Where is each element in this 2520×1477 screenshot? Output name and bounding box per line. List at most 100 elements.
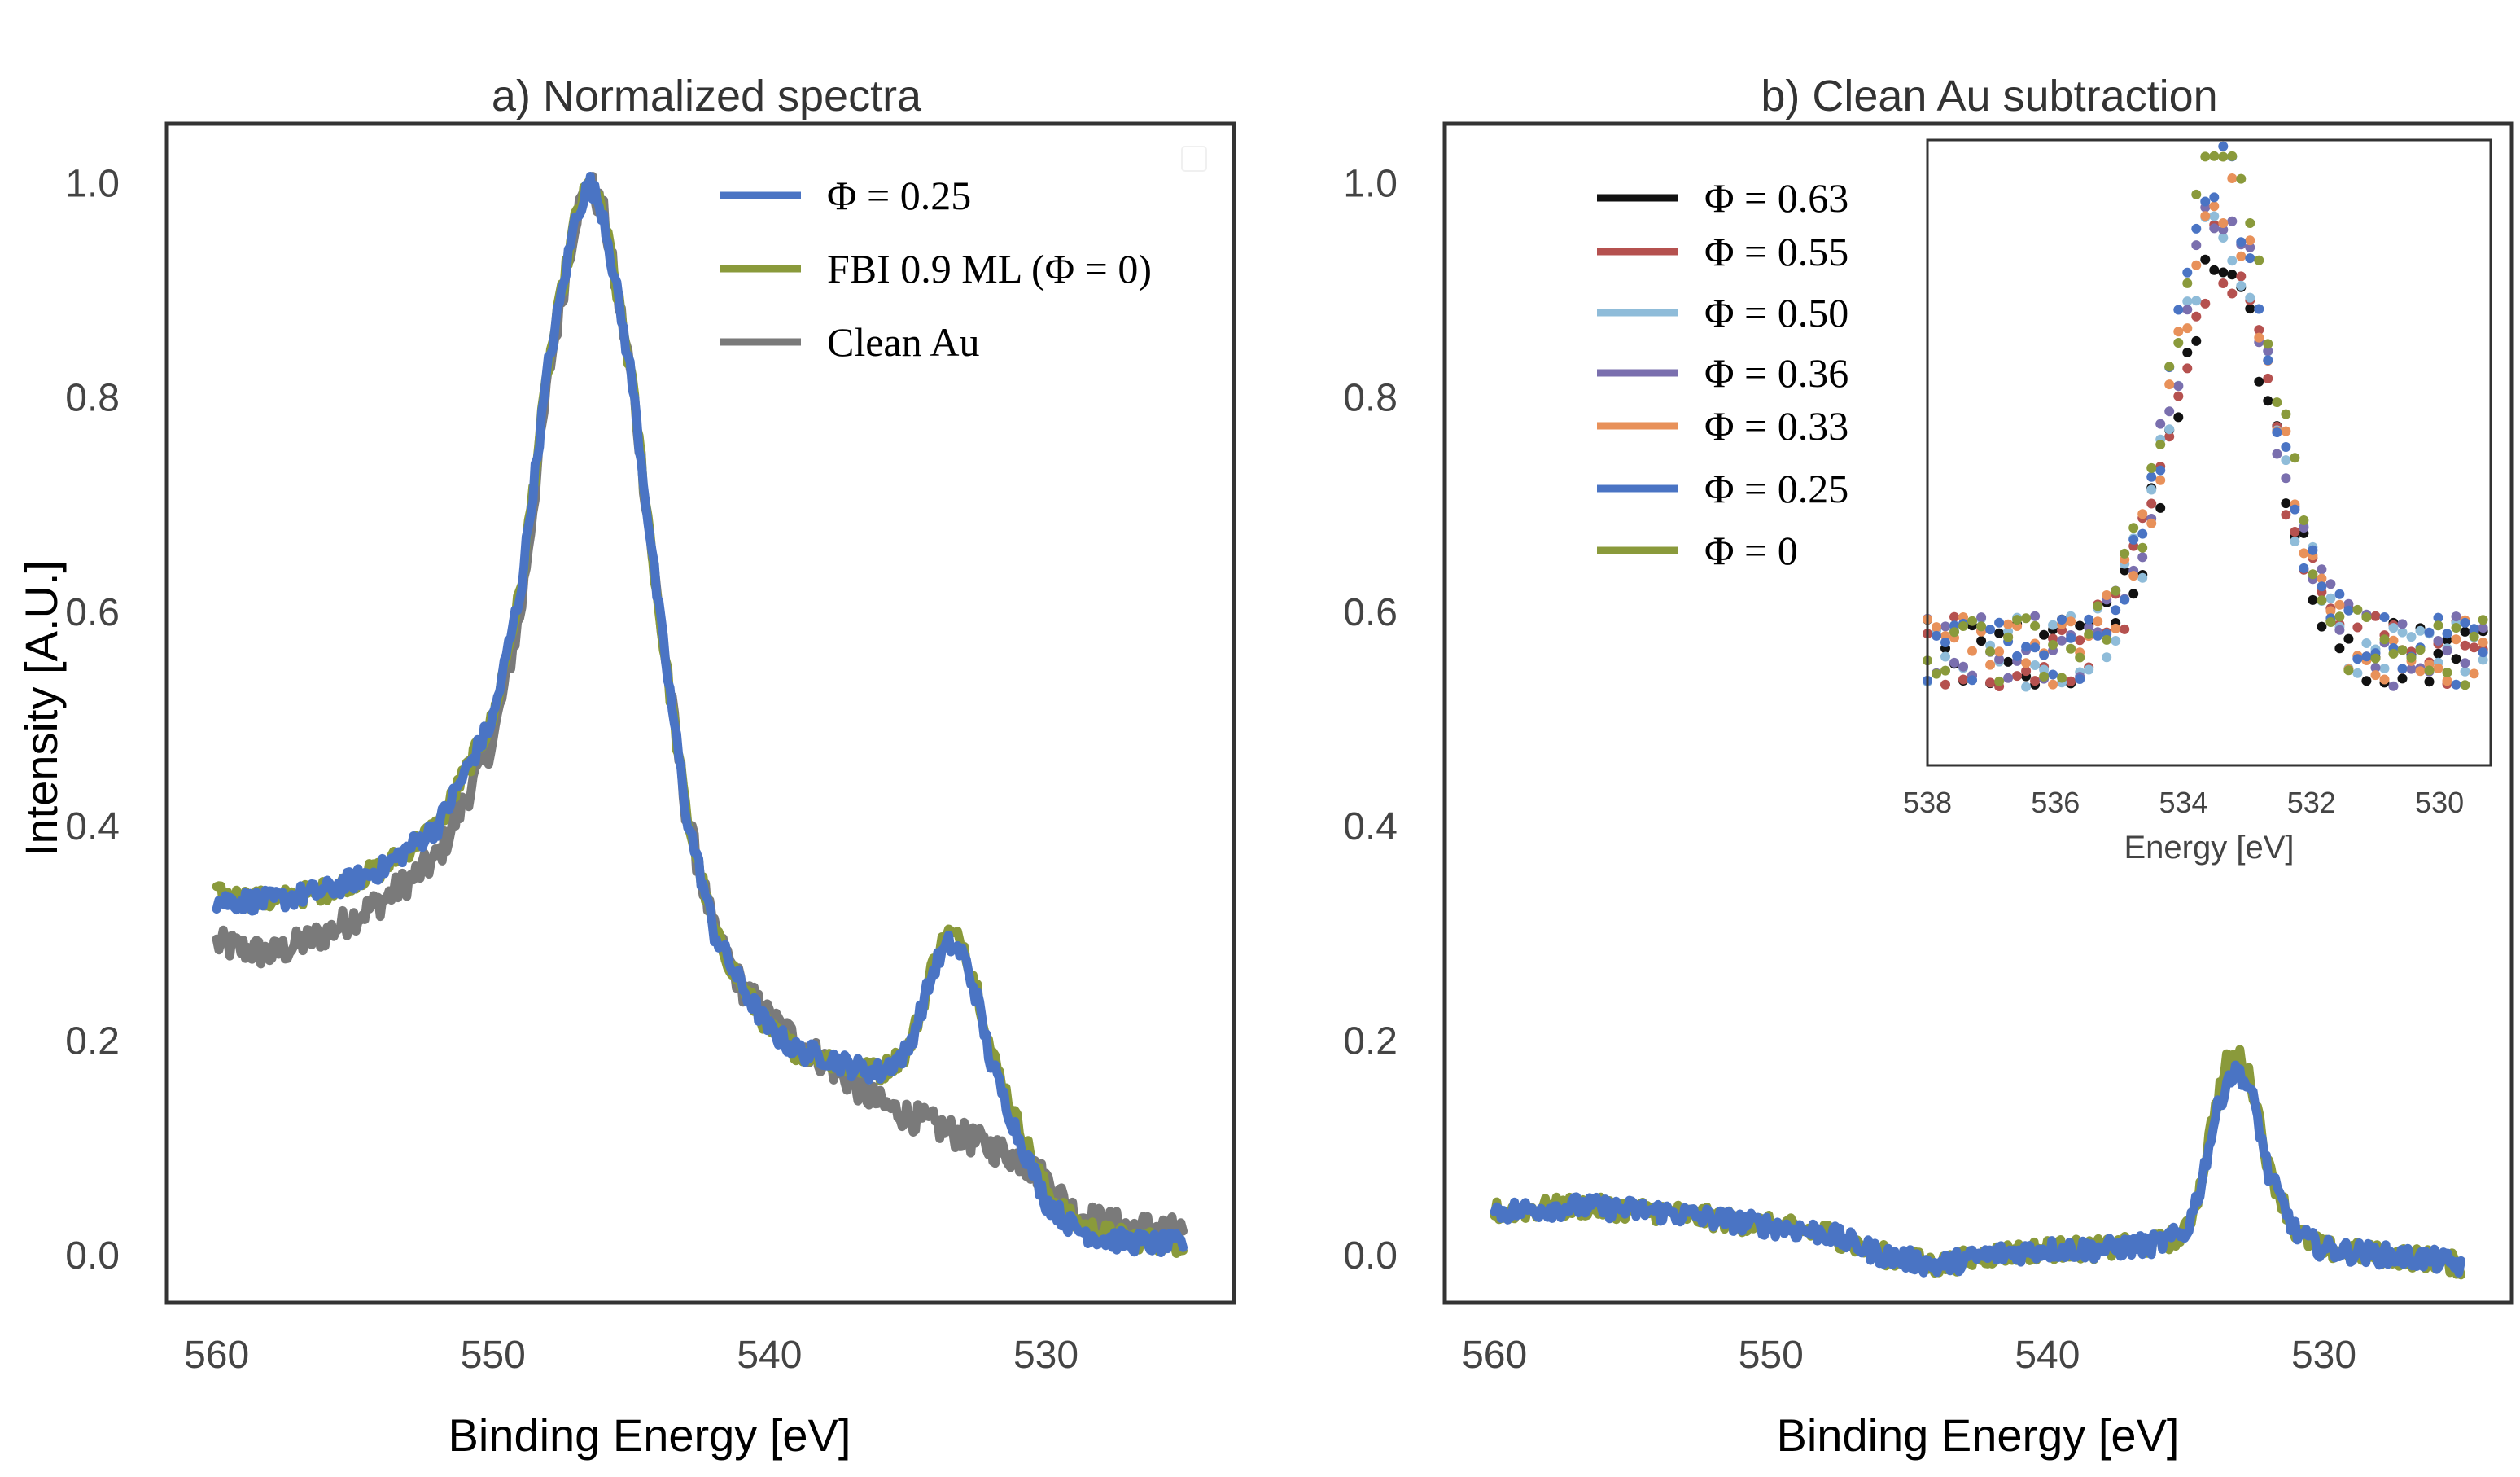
inset-point-0-50 [2379, 664, 2390, 673]
y-tick-label: 0.2 [65, 1019, 120, 1063]
inset-point-0-63 [2182, 348, 2193, 357]
panel-b-y-ticks: 0.0 0.2 0.4 0.6 0.8 1.0 [1343, 162, 1398, 1277]
inset-point-0-63 [2281, 498, 2291, 509]
inset-point-0-33 [2111, 623, 2121, 633]
inset-point-0-36 [2460, 658, 2470, 668]
inset-point-0-55 [2146, 498, 2157, 509]
inset-point-0-55 [2290, 527, 2300, 537]
inset-point-0-36 [2451, 611, 2461, 622]
inset-point-0-33 [2334, 599, 2345, 610]
legend-label-0-55: Φ = 0.55 [1704, 229, 1848, 274]
inset-point-0-33 [1932, 622, 1941, 633]
panel-a-legend: Φ = 0.25 FBI 0.9 ML (Φ = 0) Clean Au [720, 146, 1207, 365]
inset-point-0-55 [2200, 298, 2211, 309]
inset-point-0-25 [2191, 223, 2202, 234]
inset-point-0-33 [1985, 660, 1996, 670]
inset-point-0 [2191, 189, 2202, 199]
inset-point-0-33 [2048, 679, 2058, 690]
inset-point-0-63 [2075, 620, 2085, 631]
x-tick-label: 550 [1739, 1334, 1804, 1377]
inset-point-0 [2057, 673, 2067, 683]
inset-point-0-25 [2209, 192, 2220, 203]
inset-point-0 [2182, 278, 2193, 288]
inset-point-0-55 [2191, 311, 2202, 322]
inset-point-0-33 [2245, 235, 2255, 246]
inset-point-0-25 [2137, 528, 2148, 539]
inset-point-0 [2424, 665, 2435, 676]
inset-point-0-55 [2164, 432, 2175, 442]
inset-point-0-25 [2254, 304, 2264, 314]
inset-point-0-63 [1976, 636, 1987, 646]
inset-point-0 [2433, 620, 2443, 631]
inset-point-0-36 [2191, 240, 2202, 251]
inset-point-0-36 [2137, 552, 2148, 563]
inset-point-0-33 [2173, 327, 2184, 337]
inset-point-0-36 [2182, 305, 2193, 315]
inset-point-0 [2478, 615, 2488, 625]
panel-a-x-ticks: 560 550 540 530 [184, 1334, 1078, 1377]
y-tick-label: 0.8 [1343, 377, 1398, 420]
inset-point-0-25 [1985, 625, 1996, 635]
inset-point-0-55 [2227, 288, 2238, 299]
inset-point-0-63 [2191, 335, 2202, 346]
inset-point-0-63 [2218, 267, 2229, 278]
inset-point-0-36 [2173, 381, 2184, 392]
inset-point-0-25 [2334, 589, 2345, 599]
x-tick-label: 560 [1462, 1334, 1527, 1377]
inset-point-0-55 [1940, 679, 1950, 690]
inset-point-0-36 [1994, 654, 2005, 664]
inset-point-0 [2451, 623, 2461, 633]
y-tick-label: 0.2 [1343, 1019, 1398, 1063]
inset-point-0 [2415, 645, 2426, 655]
inset-point-0 [2218, 151, 2229, 162]
inset-x-tick-label: 538 [1903, 786, 1952, 819]
inset-point-0 [2379, 634, 2390, 645]
panel-a-frame [164, 121, 1236, 1305]
inset-point-0-25 [2281, 442, 2291, 452]
inset-point-0-25 [2299, 563, 2309, 573]
inset-point-0 [2173, 338, 2184, 348]
inset-x-ticks: 538 536 534 532 530 [1903, 786, 2464, 819]
inset-point-0 [2111, 585, 2121, 596]
inset-point-0 [2460, 680, 2470, 690]
inset-point-0-63 [2460, 626, 2470, 637]
panel-a-y-label: Intensity [A.U.] [15, 560, 67, 857]
inset-point-0-50 [2191, 296, 2202, 306]
inset-point-0-36 [2317, 564, 2327, 575]
inset-point-0-33 [2093, 616, 2103, 627]
inset-point-0 [2012, 615, 2023, 625]
inset-point-0-50 [2102, 652, 2112, 663]
inset-point-0-55 [2352, 622, 2363, 633]
inset-point-0-25 [2442, 629, 2452, 639]
inset-point-0-33 [2379, 674, 2390, 685]
inset-point-0-36 [2299, 523, 2309, 533]
inset-point-0 [2352, 604, 2363, 615]
inset-point-0 [2128, 523, 2139, 533]
inset-point-0-33 [2182, 323, 2193, 334]
inset-point-0-36 [2227, 216, 2238, 226]
inset-point-0 [2317, 595, 2327, 606]
inset-point-0-25 [2361, 651, 2372, 662]
panel-b-x-ticks: 560 550 540 530 [1462, 1334, 2356, 1377]
inset-point-0-55 [2066, 676, 2076, 686]
inset-point-0-25 [2272, 427, 2282, 438]
inset-point-0 [2209, 151, 2220, 161]
inset-point-0-36 [2155, 419, 2166, 429]
inset-point-0 [2370, 653, 2381, 664]
inset-point-0-36 [2478, 623, 2488, 633]
inset-x-tick-label: 534 [2159, 786, 2208, 819]
panel-b-legend: Φ = 0.63 Φ = 0.55 Φ = 0.50 Φ = 0.36 Φ = 0.33… [1597, 175, 1848, 573]
inset-point-0-33 [2281, 426, 2291, 436]
inset-point-0 [2254, 255, 2264, 265]
inset-point-0-63 [2361, 676, 2372, 686]
inset-point-0 [1949, 627, 1959, 638]
inset-point-0-63 [2317, 621, 2327, 632]
inset-point-0-25 [2245, 253, 2255, 264]
inset-point-0 [1994, 676, 2005, 686]
inset-point-0-25 [1994, 617, 2005, 628]
inset-point-0-50 [2236, 280, 2247, 291]
inset-point-0 [2227, 151, 2238, 161]
inset-x-tick-label: 532 [2287, 786, 2336, 819]
inset-point-0-36 [2433, 636, 2443, 646]
inset-point-0-25 [2424, 627, 2435, 638]
